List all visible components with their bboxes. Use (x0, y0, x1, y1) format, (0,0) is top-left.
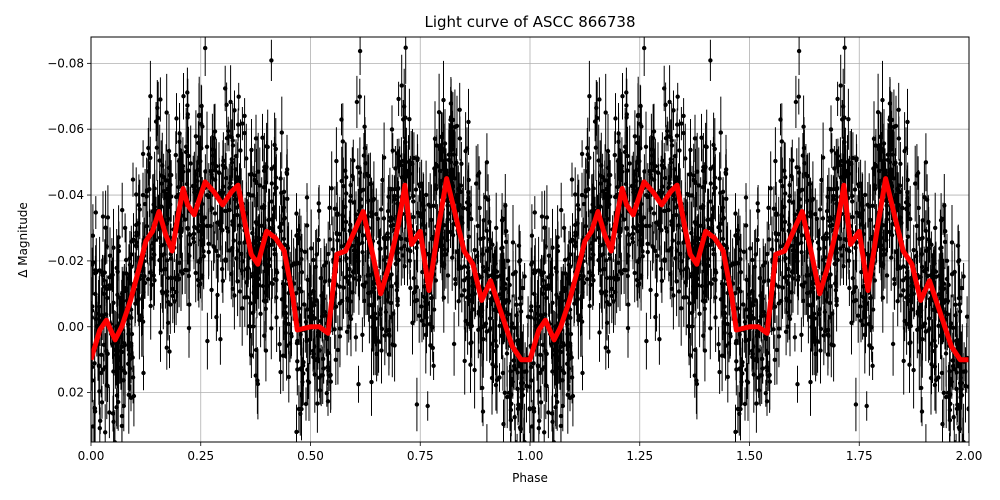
x-tick-label: 0.00 (78, 449, 105, 463)
y-tick-label: 0.02 (57, 386, 84, 400)
chart-title: Light curve of ASCC 866738 (425, 13, 636, 31)
x-axis-label: Phase (512, 471, 548, 485)
x-tick-label: 1.00 (517, 449, 544, 463)
y-tick-label: −0.08 (47, 56, 84, 70)
y-tick-label: −0.02 (47, 254, 84, 268)
x-axis-ticks: 0.00 0.25 0.50 0.75 1.00 1.25 1.50 1.75 2.00 (78, 442, 983, 463)
y-tick-label: 0.00 (57, 320, 84, 334)
y-axis-label: Δ Magnitude (16, 202, 30, 278)
x-tick-label: 0.75 (407, 449, 434, 463)
x-tick-label: 1.25 (626, 449, 653, 463)
x-tick-label: 1.50 (736, 449, 763, 463)
x-tick-label: 0.50 (297, 449, 324, 463)
y-tick-label: −0.06 (47, 122, 84, 136)
binned-light-curve (91, 176, 969, 363)
y-axis-ticks: −0.08 −0.06 −0.04 −0.02 0.00 0.02 (47, 56, 91, 400)
x-tick-label: 2.00 (956, 449, 983, 463)
x-tick-label: 1.75 (846, 449, 873, 463)
x-tick-label: 0.25 (187, 449, 214, 463)
y-tick-label: −0.04 (47, 188, 84, 202)
